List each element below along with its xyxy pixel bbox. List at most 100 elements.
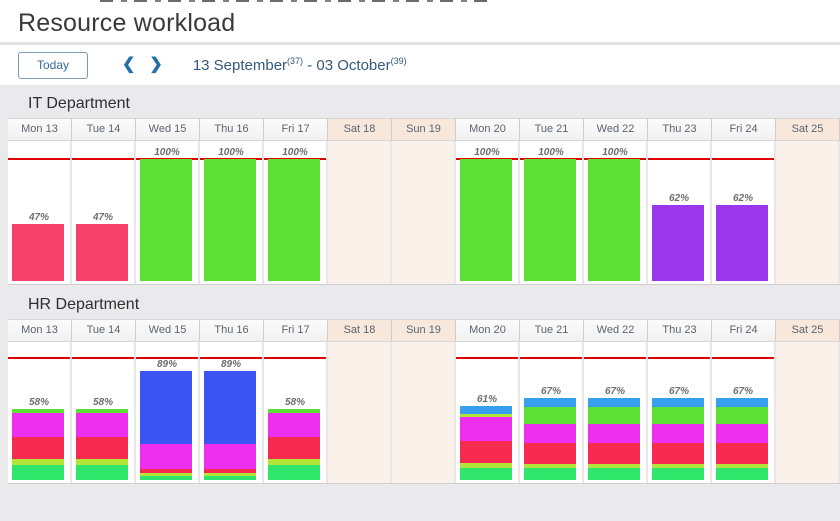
hr-bar-segment-red [12, 437, 64, 459]
hr-workload-cell-thu-23[interactable]: 67% [648, 342, 712, 483]
hr-day-header-mon-13: Mon 13 [8, 320, 72, 341]
it-workload-cell-tue-21[interactable]: 100% [520, 141, 584, 284]
it-workload-cell-thu-16[interactable]: 100% [200, 141, 264, 284]
it-workload-cell-wed-15[interactable]: 100% [136, 141, 200, 284]
hr-workload-cells-row: 58% 58% 89% 89% 58% 61% 67% 67% 67% 67% [8, 342, 840, 484]
hr-workload-cell-tue-21[interactable]: 67% [520, 342, 584, 483]
it-day-header-tue-14: Tue 14 [72, 119, 136, 140]
date-range-end: 03 October [316, 57, 391, 74]
it-workload-bar-mon-13[interactable] [12, 224, 64, 281]
hr-bar-segment-springGreen [140, 475, 192, 480]
it-workload-bar-thu-16[interactable] [204, 159, 256, 281]
hr-day-header-wed-22: Wed 22 [584, 320, 648, 341]
hr-workload-cell-mon-20[interactable]: 61% [456, 342, 520, 483]
hr-day-header-sat-25: Sat 25 [776, 320, 840, 341]
today-button[interactable]: Today [18, 51, 88, 79]
it-bar-segment-pink [12, 224, 64, 281]
hr-workload-bar-wed-22[interactable] [588, 398, 640, 480]
it-workload-cell-thu-23[interactable]: 62% [648, 141, 712, 284]
hr-workload-cell-mon-13[interactable]: 58% [8, 342, 72, 483]
hr-workload-bar-fri-17[interactable] [268, 409, 320, 480]
date-range-start: 13 September [192, 57, 288, 74]
hr-workload-cell-sat-18[interactable] [328, 342, 392, 483]
hr-workload-cell-wed-22[interactable]: 67% [584, 342, 648, 483]
hr-workload-cell-fri-17[interactable]: 58% [264, 342, 328, 483]
hr-bar-segment-springGreen [588, 467, 640, 480]
next-interval-button[interactable]: ❯ [145, 55, 166, 75]
hr-day-header-fri-24: Fri 24 [712, 320, 776, 341]
section-header-hr-department: HR Department [28, 296, 140, 313]
it-workload-cell-sat-25[interactable] [776, 141, 840, 284]
hr-capacity-line-mon-13 [8, 357, 70, 359]
it-bar-segment-green [204, 159, 256, 281]
hr-workload-percent-thu-23: 67% [665, 386, 693, 397]
it-workload-bar-tue-14[interactable] [76, 224, 128, 281]
it-workload-percent-mon-20: 100% [471, 147, 503, 158]
it-workload-cell-mon-13[interactable]: 47% [8, 141, 72, 284]
hr-bar-segment-red [204, 468, 256, 474]
hr-workload-percent-tue-21: 67% [537, 386, 565, 397]
hr-capacity-line-mon-20 [456, 357, 518, 359]
hr-bar-segment-yellowGreen [76, 459, 128, 466]
hr-day-header-row: Mon 13 Tue 14 Wed 15 Thu 16 Fri 17 Sat 18 Sun … [8, 319, 840, 342]
hr-bar-segment-red [716, 443, 768, 464]
it-workload-cell-tue-14[interactable]: 47% [72, 141, 136, 284]
it-workload-bar-thu-23[interactable] [652, 205, 704, 281]
it-workload-percent-wed-15: 100% [151, 147, 183, 158]
hr-workload-bar-thu-16[interactable] [204, 371, 256, 480]
hr-workload-bar-wed-15[interactable] [140, 371, 192, 480]
hr-workload-cell-tue-14[interactable]: 58% [72, 342, 136, 483]
hr-bar-segment-yellowGreen [588, 463, 640, 468]
hr-workload-bar-fri-24[interactable] [716, 398, 768, 480]
hr-workload-bar-mon-20[interactable] [460, 406, 512, 480]
it-workload-cell-wed-22[interactable]: 100% [584, 141, 648, 284]
hr-workload-cell-thu-16[interactable]: 89% [200, 342, 264, 483]
it-workload-bar-wed-22[interactable] [588, 159, 640, 281]
hr-workload-cell-fri-24[interactable]: 67% [712, 342, 776, 483]
hr-day-header-wed-15: Wed 15 [136, 320, 200, 341]
it-day-header-fri-24: Fri 24 [712, 119, 776, 140]
hr-workload-cell-sun-19[interactable] [392, 342, 456, 483]
it-day-header-thu-16: Thu 16 [200, 119, 264, 140]
hr-bar-segment-springGreen [716, 467, 768, 480]
hr-bar-segment-yellowGreen [652, 463, 704, 468]
hr-workload-bar-tue-14[interactable] [76, 409, 128, 480]
hr-workload-bar-mon-13[interactable] [12, 409, 64, 480]
hr-bar-segment-magenta [524, 423, 576, 444]
workload-chart-region: IT Department Mon 13 Tue 14 Wed 15 Thu 16 Fr… [0, 85, 840, 521]
it-workload-cell-mon-20[interactable]: 100% [456, 141, 520, 284]
hr-bar-segment-red [588, 443, 640, 464]
hr-bar-segment-red [652, 443, 704, 464]
it-workload-bar-wed-15[interactable] [140, 159, 192, 281]
it-workload-bar-fri-17[interactable] [268, 159, 320, 281]
it-workload-bar-tue-21[interactable] [524, 159, 576, 281]
it-workload-bar-fri-24[interactable] [716, 205, 768, 281]
hr-bar-segment-green [12, 409, 64, 413]
hr-workload-cell-sat-25[interactable] [776, 342, 840, 483]
it-workload-bar-mon-20[interactable] [460, 159, 512, 281]
hr-workload-bar-tue-21[interactable] [524, 398, 576, 480]
hr-bar-segment-green [524, 406, 576, 424]
prev-interval-button[interactable]: ❮ [118, 55, 139, 75]
it-workload-percent-fri-24: 62% [729, 193, 757, 204]
hr-capacity-line-wed-22 [584, 357, 646, 359]
section-header-it-department: IT Department [28, 95, 130, 112]
hr-workload-cell-wed-15[interactable]: 89% [136, 342, 200, 483]
it-bar-segment-purple [652, 205, 704, 281]
hr-day-header-sun-19: Sun 19 [392, 320, 456, 341]
hr-bar-segment-yellowGreen [524, 463, 576, 468]
chevron-left-icon: ❮ [122, 56, 136, 73]
hr-capacity-line-thu-16 [200, 357, 262, 359]
it-day-header-sat-25: Sat 25 [776, 119, 840, 140]
it-workload-cell-fri-17[interactable]: 100% [264, 141, 328, 284]
hr-bar-segment-red [524, 443, 576, 464]
it-workload-cell-sun-19[interactable] [392, 141, 456, 284]
hr-workload-percent-wed-22: 67% [601, 386, 629, 397]
it-bar-segment-green [524, 159, 576, 281]
it-workload-cell-fri-24[interactable]: 62% [712, 141, 776, 284]
hr-day-header-thu-16: Thu 16 [200, 320, 264, 341]
it-bar-segment-purple [716, 205, 768, 281]
hr-bar-segment-green [652, 406, 704, 424]
it-workload-cell-sat-18[interactable] [328, 141, 392, 284]
hr-workload-bar-thu-23[interactable] [652, 398, 704, 480]
